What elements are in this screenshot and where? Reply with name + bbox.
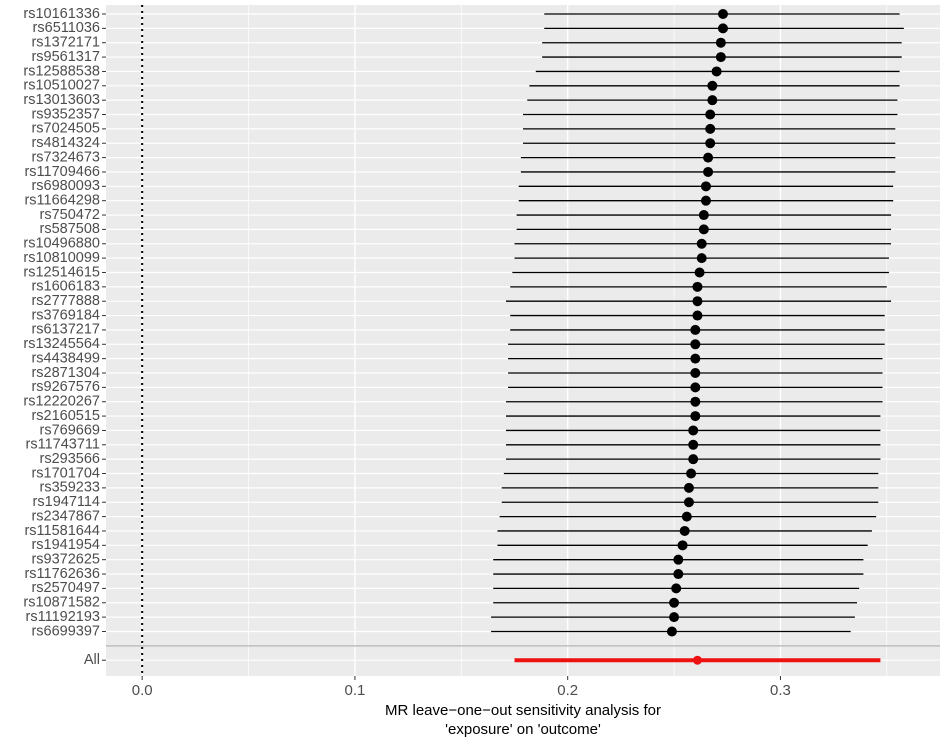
point — [673, 569, 683, 579]
point — [703, 167, 713, 177]
point — [712, 66, 722, 76]
point — [690, 368, 700, 378]
point — [718, 9, 728, 19]
point — [688, 440, 698, 450]
point — [669, 598, 679, 608]
y-tick-label: rs6699397 — [31, 623, 100, 639]
x-tick-label: 0.0 — [132, 682, 153, 699]
x-tick-label: 0.2 — [557, 682, 578, 699]
panel — [106, 5, 940, 676]
x-tick-label: 0.1 — [344, 682, 365, 699]
x-axis-label: 'exposure' on 'outcome' — [445, 721, 601, 738]
x-tick-label: 0.3 — [770, 682, 791, 699]
point — [716, 38, 726, 48]
point — [686, 469, 696, 479]
point — [690, 411, 700, 421]
point — [707, 95, 717, 105]
x-axis-label: MR leave−one−out sensitivity analysis fo… — [385, 702, 661, 719]
point — [692, 311, 702, 321]
point — [701, 181, 711, 191]
point — [688, 454, 698, 464]
point — [703, 153, 713, 163]
point — [699, 210, 709, 220]
point — [667, 626, 677, 636]
point — [669, 612, 679, 622]
point — [701, 196, 711, 206]
point — [705, 124, 715, 134]
point — [692, 296, 702, 306]
point — [690, 325, 700, 335]
point — [716, 52, 726, 62]
point — [682, 512, 692, 522]
point — [690, 382, 700, 392]
point — [690, 339, 700, 349]
point — [697, 239, 707, 249]
point — [692, 282, 702, 292]
point — [678, 540, 688, 550]
point — [684, 483, 694, 493]
point — [690, 397, 700, 407]
point — [690, 354, 700, 364]
point — [671, 583, 681, 593]
point — [699, 224, 709, 234]
point — [697, 253, 707, 263]
point — [688, 425, 698, 435]
point — [673, 555, 683, 565]
point — [693, 656, 702, 665]
point — [695, 267, 705, 277]
point — [680, 526, 690, 536]
point — [684, 497, 694, 507]
y-tick-label: All — [84, 652, 100, 668]
point — [718, 23, 728, 33]
point — [705, 110, 715, 120]
point — [705, 138, 715, 148]
point — [707, 81, 717, 91]
